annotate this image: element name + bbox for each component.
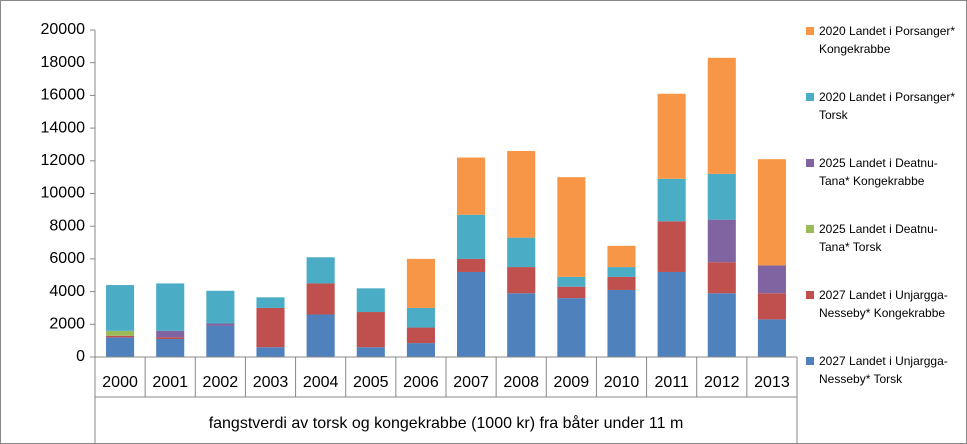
bar-segment (306, 283, 335, 315)
bar-segment (757, 265, 786, 294)
x-tick-label: 2002 (203, 374, 239, 391)
bar-segment (507, 293, 536, 357)
bar-segment (707, 219, 736, 263)
bar-segment (707, 262, 736, 294)
bar-segment (457, 271, 486, 357)
bar-segment (256, 297, 285, 308)
bar-segment (507, 237, 536, 268)
bar-segment (657, 178, 686, 222)
bar-segment (757, 293, 786, 320)
y-tick-label: 18000 (41, 54, 86, 71)
legend-entry: 2027 Landet i Unjargga-Nesseby* Torsk (806, 352, 956, 388)
y-tick-label: 16000 (41, 87, 86, 104)
legend-entry: 2027 Landet i Unjargga-Nesseby* Kongekra… (806, 286, 956, 322)
legend-entry: 2025 Landet i Deatnu-Tana* Kongekrabbe (806, 154, 956, 190)
bar-segment (707, 173, 736, 220)
bar-segment (306, 314, 335, 357)
x-tick-label: 2011 (654, 374, 689, 391)
bar-segment (306, 257, 335, 284)
bar-segment (406, 258, 435, 308)
x-tick-label: 2008 (503, 374, 539, 391)
bar-segment (406, 343, 435, 357)
legend-swatch (806, 225, 814, 233)
bar-segment (256, 347, 285, 357)
bar-segment (457, 157, 486, 215)
legend-entry: 2025 Landet i Deatnu-Tana* Torsk (806, 220, 956, 256)
y-tick-label: 20000 (41, 21, 86, 38)
bar-segment (457, 258, 486, 272)
bar-segment (156, 330, 185, 338)
bar-segment (106, 330, 135, 336)
bar-segment (607, 276, 636, 290)
x-tick-label: 2003 (253, 374, 289, 391)
bar-segment (557, 276, 586, 287)
legend-swatch (806, 93, 814, 101)
bar-segment (557, 177, 586, 277)
bar-segment (657, 271, 686, 357)
legend-label: 2020 Landet i Porsanger* Kongekrabbe (819, 24, 956, 56)
y-tick-label: 8000 (49, 217, 85, 234)
x-tick-label: 2001 (152, 374, 188, 391)
bar-segment (607, 289, 636, 357)
bar-segment (607, 267, 636, 277)
x-tick-label: 2000 (102, 374, 138, 391)
bar-segment (356, 312, 385, 348)
bar-segment (507, 267, 536, 294)
bar-segment (156, 337, 185, 340)
legend-label: 2027 Landet i Unjargga-Nesseby* Torsk (819, 354, 948, 386)
bar-segment (106, 337, 135, 357)
y-tick-label: 0 (76, 348, 85, 365)
x-tick-label: 2009 (554, 374, 590, 391)
bar-segment (356, 347, 385, 357)
bar-segment (707, 293, 736, 357)
bar-segment (156, 339, 185, 357)
y-tick-label: 10000 (41, 185, 86, 202)
legend-swatch (806, 159, 814, 167)
bar-segment (256, 307, 285, 348)
legend-entry: 2020 Landet i Porsanger* Torsk (806, 88, 956, 124)
x-axis-label: fangstverdi av torsk og kongekrabbe (100… (209, 414, 684, 432)
bar-segment (106, 335, 135, 338)
bar-segment (156, 283, 185, 331)
legend-label: 2027 Landet i Unjargga-Nesseby* Kongekra… (819, 288, 948, 320)
legend-swatch (806, 291, 814, 299)
legend-label: 2020 Landet i Porsanger* Torsk (819, 90, 956, 122)
x-tick-label: 2005 (353, 374, 389, 391)
bar-segment (406, 327, 435, 344)
x-tick-label: 2010 (604, 374, 640, 391)
y-tick-label: 4000 (49, 283, 85, 300)
legend-entry: 2020 Landet i Porsanger* Kongekrabbe (806, 22, 956, 58)
bar-segment (206, 323, 235, 326)
x-tick-label: 2004 (303, 374, 339, 391)
y-tick-label: 2000 (49, 316, 85, 333)
bar-segment (607, 245, 636, 268)
legend-label: 2025 Landet i Deatnu-Tana* Torsk (819, 222, 938, 254)
bar-segment (206, 325, 235, 357)
bar-segment (507, 150, 536, 238)
bar-segment (657, 221, 686, 272)
bar-segment (657, 93, 686, 179)
legend-swatch (806, 27, 814, 35)
bar-segment (457, 214, 486, 259)
bar-segment (406, 307, 435, 328)
x-tick-label: 2006 (403, 374, 439, 391)
x-tick-label: 2007 (453, 374, 489, 391)
bar-segment (757, 319, 786, 357)
x-tick-label: 2013 (754, 374, 790, 391)
y-tick-label: 14000 (41, 119, 86, 136)
bar-segment (106, 285, 135, 331)
bar-segment (356, 288, 385, 313)
y-tick-label: 12000 (41, 152, 86, 169)
bar-segment (557, 286, 586, 299)
legend-swatch (806, 357, 814, 365)
y-tick-label: 6000 (49, 250, 85, 267)
legend-label: 2025 Landet i Deatnu-Tana* Kongekrabbe (819, 156, 938, 188)
bar-segment (557, 298, 586, 357)
bar-segment (707, 57, 736, 174)
bar-segment (757, 159, 786, 266)
bar-segment (206, 290, 235, 324)
x-tick-label: 2012 (704, 374, 740, 391)
